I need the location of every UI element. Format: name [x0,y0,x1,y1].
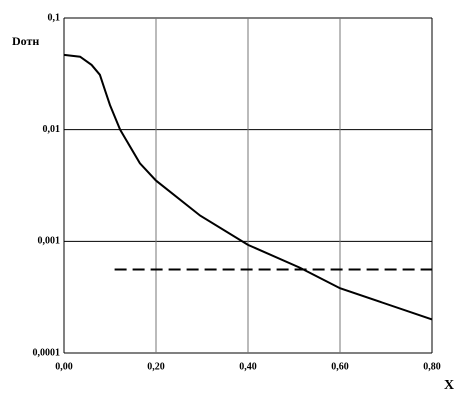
y-tick-label: 0,001 [38,236,61,247]
x-tick-label: 0,00 [55,361,73,372]
x-tick-label: 0,20 [147,361,165,372]
x-tick-label: 0,80 [423,361,441,372]
x-tick-label: 0,60 [331,361,349,372]
y-tick-label: 0,01 [43,124,61,135]
y-tick-label: 0,1 [48,12,61,23]
y-axis-label: Dотн [12,34,39,48]
series-line [63,53,433,321]
y-tick-label: 0,0001 [33,347,61,358]
x-tick-label: 0,40 [239,361,257,372]
x-axis-label: X [444,378,454,393]
